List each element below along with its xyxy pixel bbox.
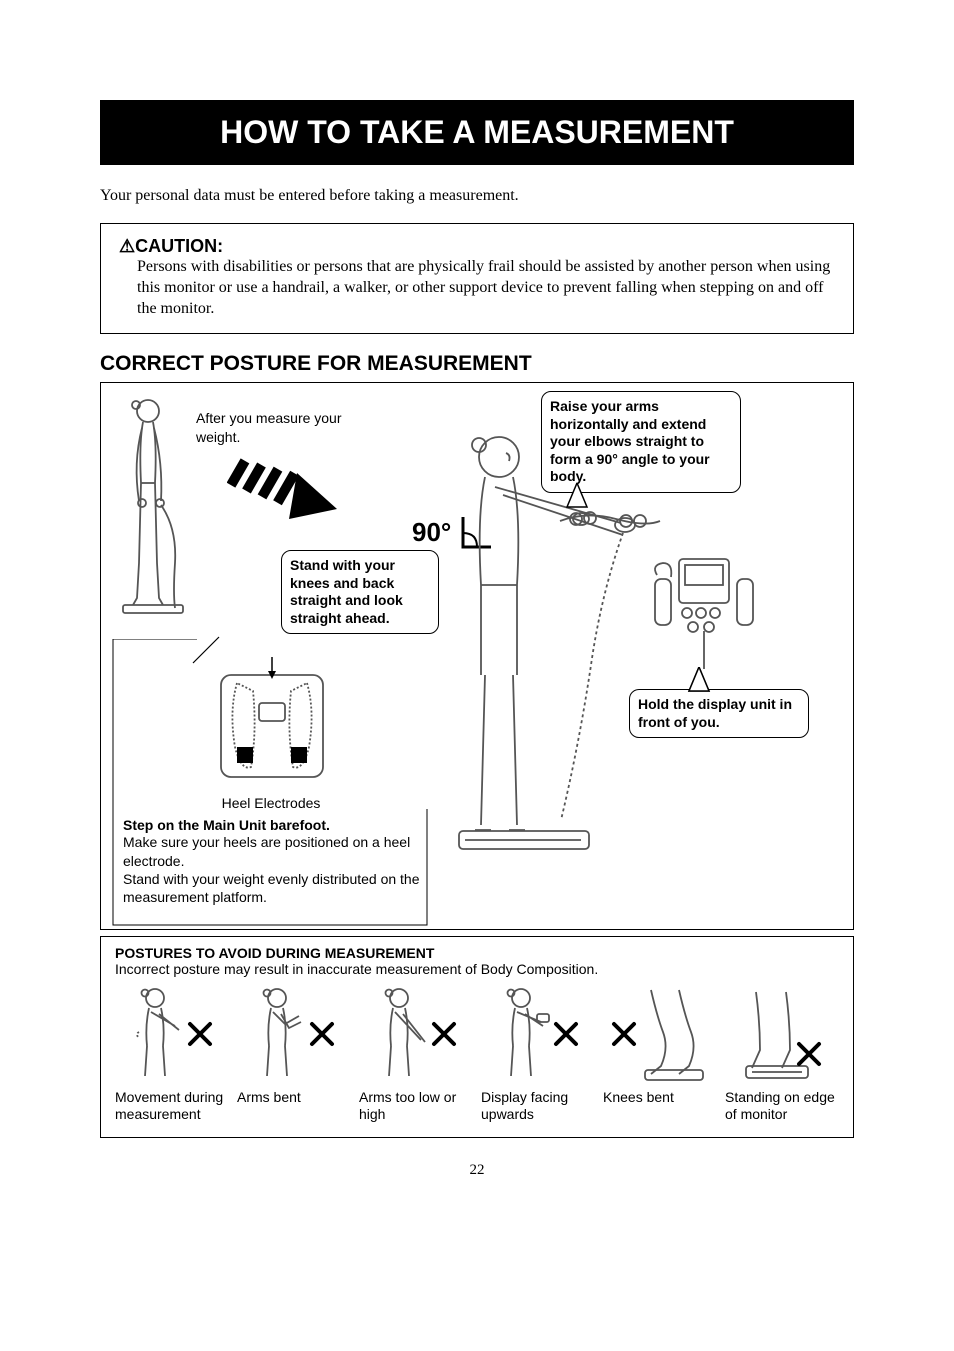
warning-icon: ⚠: [119, 236, 135, 256]
section-title: CORRECT POSTURE FOR MEASUREMENT: [100, 352, 854, 376]
step-on-text-block: Step on the Main Unit barefoot. Make sur…: [123, 817, 423, 906]
avoid-label: Knees bent: [603, 1089, 717, 1106]
avoid-movement-icon: [131, 986, 185, 1082]
angle-label: 90°: [412, 517, 451, 548]
raise-arms-bubble: Raise your arms horizontally and extend …: [541, 391, 741, 493]
avoid-item: Arms bent: [237, 983, 351, 1123]
x-mark-icon: [553, 1021, 579, 1047]
posture-diagram: After you measure your weight. Stand wit…: [100, 382, 854, 930]
person-on-scale-icon: [117, 393, 197, 618]
page-number: 22: [100, 1162, 854, 1179]
avoid-box: POSTURES TO AVOID DURING MEASUREMENT Inc…: [100, 936, 854, 1138]
display-unit-icon: [649, 551, 759, 671]
avoid-knees-bent-icon: [639, 986, 709, 1082]
bubble-connector-1: [565, 483, 589, 511]
x-mark-icon: [796, 1041, 822, 1067]
avoid-arms-low-high-icon: [375, 986, 429, 1082]
avoid-label: Movement during measurement: [115, 1089, 229, 1123]
step-on-text-1: Make sure your heels are positioned on a…: [123, 833, 423, 869]
step-on-text-2: Stand with your weight evenly distribute…: [123, 870, 423, 906]
x-mark-icon: [431, 1021, 457, 1047]
avoid-title: POSTURES TO AVOID DURING MEASUREMENT: [115, 945, 839, 961]
caution-text: Persons with disabilities or persons tha…: [137, 257, 835, 319]
after-weight-text: After you measure your weight.: [196, 409, 366, 445]
avoid-item: Movement during measurement: [115, 983, 229, 1123]
avoid-arms-bent-icon: [253, 986, 307, 1082]
caution-box: ⚠CAUTION: Persons with disabilities or p…: [100, 223, 854, 334]
hold-display-bubble: Hold the display unit in front of you.: [629, 689, 809, 738]
stand-straight-bubble: Stand with your knees and back straight …: [281, 550, 439, 634]
avoid-label: Standing on edge of monitor: [725, 1089, 839, 1123]
heel-electrode-scale-icon: [207, 651, 337, 791]
avoid-edge-icon: [742, 986, 814, 1082]
page-title: HOW TO TAKE A MEASUREMENT: [100, 100, 854, 165]
avoid-label: Display facing upwards: [481, 1089, 595, 1123]
x-mark-icon: [309, 1021, 335, 1047]
avoid-item: Arms too low or high: [359, 983, 473, 1123]
intro-text: Your personal data must be entered befor…: [100, 187, 854, 205]
heel-electrode-caption: Heel Electrodes: [211, 795, 331, 811]
avoid-row: Movement during measurement Arms bent: [115, 983, 839, 1123]
caution-label: CAUTION:: [135, 236, 223, 256]
avoid-item: Display facing upwards: [481, 983, 595, 1123]
x-mark-icon: [611, 1021, 637, 1047]
avoid-item: Knees bent: [603, 983, 717, 1123]
avoid-item: Standing on edge of monitor: [725, 983, 839, 1123]
transition-arrow-icon: [227, 453, 347, 533]
avoid-subtitle: Incorrect posture may result in inaccura…: [115, 961, 839, 977]
step-on-title: Step on the Main Unit barefoot.: [123, 817, 423, 833]
avoid-label: Arms too low or high: [359, 1089, 473, 1123]
x-mark-icon: [187, 1021, 213, 1047]
bubble-connector-2: [687, 667, 711, 693]
avoid-display-up-icon: [497, 986, 551, 1082]
avoid-label: Arms bent: [237, 1089, 351, 1106]
